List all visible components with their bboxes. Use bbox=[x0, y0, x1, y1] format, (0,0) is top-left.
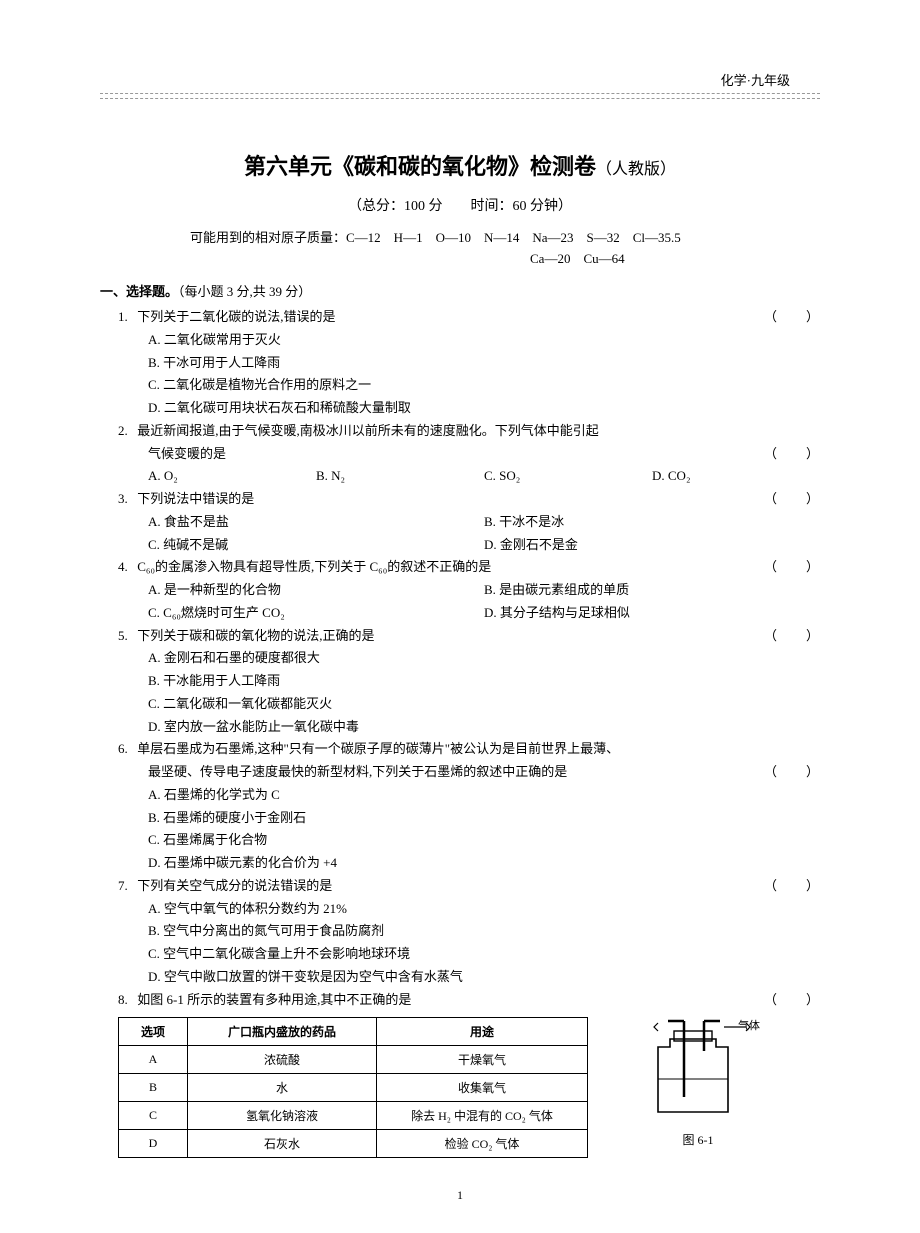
q4-stem: C₆₀的金属渗入物具有超导性质,下列关于 C₆₀的叙述不正确的是 bbox=[137, 559, 491, 574]
q5-number: 5. bbox=[118, 625, 134, 648]
section-sub: （每小题 3 分,共 39 分） bbox=[178, 284, 311, 299]
q2-opt-d: D. CO₂ bbox=[652, 465, 820, 488]
q4-opt-b: B. 是由碳元素组成的单质 bbox=[484, 579, 820, 602]
atoms-line2: Ca—20 Cu—64 bbox=[530, 248, 820, 267]
title-edition: （人教版） bbox=[596, 161, 676, 178]
cell: 浓硫酸 bbox=[188, 1046, 377, 1074]
q7-stem: 下列有关空气成分的说法错误的是 bbox=[137, 878, 332, 893]
answer-blank[interactable]: （ ） bbox=[764, 625, 820, 648]
answer-blank[interactable]: （ ） bbox=[764, 488, 820, 511]
page-number: 1 bbox=[100, 1188, 820, 1203]
svg-text:气体: 气体 bbox=[738, 1018, 760, 1032]
q5-opt-a: A. 金刚石和石墨的硬度都很大 bbox=[148, 647, 820, 670]
question-7: 7. 下列有关空气成分的说法错误的是 （ ） A. 空气中氧气的体积分数约为 2… bbox=[118, 875, 820, 989]
q3-number: 3. bbox=[118, 488, 134, 511]
q7-opt-a: A. 空气中氧气的体积分数约为 21% bbox=[148, 898, 820, 921]
q6-opt-d: D. 石墨烯中碳元素的化合价为 +4 bbox=[148, 852, 820, 875]
q7-opt-b: B. 空气中分离出的氮气可用于食品防腐剂 bbox=[148, 920, 820, 943]
q6-stem-a: 单层石墨成为石墨烯,这种"只有一个碳原子厚的碳薄片"被公认为是目前世界上最薄、 bbox=[137, 741, 619, 756]
q1-opt-d: D. 二氧化碳可用块状石灰石和稀硫酸大量制取 bbox=[148, 397, 820, 420]
th-use: 用途 bbox=[377, 1018, 588, 1046]
q6-stem-b: 最坚硬、传导电子速度最快的新型材料,下列关于石墨烯的叙述中正确的是 bbox=[148, 764, 567, 779]
figure-6-1-icon: 气体 bbox=[628, 1017, 768, 1127]
q5-opt-b: B. 干冰能用于人工降雨 bbox=[148, 670, 820, 693]
q5-opt-d: D. 室内放一盆水能防止一氧化碳中毒 bbox=[148, 716, 820, 739]
q1-stem: 下列关于二氧化碳的说法,错误的是 bbox=[137, 309, 335, 324]
q3-opt-c: C. 纯碱不是碱 bbox=[148, 534, 484, 557]
q2-number: 2. bbox=[118, 420, 134, 443]
cell: D bbox=[119, 1130, 188, 1158]
figure-caption: 图 6-1 bbox=[628, 1131, 768, 1148]
atoms-label: 可能用到的相对原子质量： bbox=[190, 230, 346, 245]
table-header-row: 选项 广口瓶内盛放的药品 用途 bbox=[119, 1018, 588, 1046]
question-5: 5. 下列关于碳和碳的氧化物的说法,正确的是 （ ） A. 金刚石和石墨的硬度都… bbox=[118, 625, 820, 739]
th-option: 选项 bbox=[119, 1018, 188, 1046]
q1-number: 1. bbox=[118, 306, 134, 329]
cell: 除去 H₂ 中混有的 CO₂ 气体 bbox=[377, 1102, 588, 1130]
question-6: 6. 单层石墨成为石墨烯,这种"只有一个碳原子厚的碳薄片"被公认为是目前世界上最… bbox=[118, 738, 820, 875]
q7-number: 7. bbox=[118, 875, 134, 898]
q2-stem-a: 最近新闻报道,由于气候变暖,南极冰川以前所未有的速度融化。下列气体中能引起 bbox=[137, 423, 599, 438]
question-1: 1. 下列关于二氧化碳的说法,错误的是 （ ） A. 二氧化碳常用于灭火 B. … bbox=[118, 306, 820, 420]
q3-opt-b: B. 干冰不是冰 bbox=[484, 511, 820, 534]
section-heading: 一、选择题。 bbox=[100, 284, 178, 299]
q1-opt-c: C. 二氧化碳是植物光合作用的原料之一 bbox=[148, 374, 820, 397]
q3-stem: 下列说法中错误的是 bbox=[137, 491, 254, 506]
table-row: A 浓硫酸 干燥氧气 bbox=[119, 1046, 588, 1074]
cell: 检验 CO₂ 气体 bbox=[377, 1130, 588, 1158]
q3-opt-d: D. 金刚石不是金 bbox=[484, 534, 820, 557]
question-2: 2. 最近新闻报道,由于气候变暖,南极冰川以前所未有的速度融化。下列气体中能引起… bbox=[118, 420, 820, 488]
answer-blank[interactable]: （ ） bbox=[764, 443, 820, 466]
cell: A bbox=[119, 1046, 188, 1074]
q2-opt-b: B. N₂ bbox=[316, 465, 484, 488]
q1-opt-a: A. 二氧化碳常用于灭火 bbox=[148, 329, 820, 352]
q6-number: 6. bbox=[118, 738, 134, 761]
page-title: 第六单元《碳和碳的氧化物》检测卷 bbox=[244, 154, 596, 179]
q8-stem: 如图 6-1 所示的装置有多种用途,其中不正确的是 bbox=[137, 992, 411, 1007]
cell: 干燥氧气 bbox=[377, 1046, 588, 1074]
q4-number: 4. bbox=[118, 556, 134, 579]
q7-opt-d: D. 空气中敞口放置的饼干变软是因为空气中含有水蒸气 bbox=[148, 966, 820, 989]
answer-blank[interactable]: （ ） bbox=[764, 761, 820, 784]
q6-opt-b: B. 石墨烯的硬度小于金刚石 bbox=[148, 807, 820, 830]
question-4: 4. C₆₀的金属渗入物具有超导性质,下列关于 C₆₀的叙述不正确的是 （ ） … bbox=[118, 556, 820, 624]
th-reagent: 广口瓶内盛放的药品 bbox=[188, 1018, 377, 1046]
q5-stem: 下列关于碳和碳的氧化物的说法,正确的是 bbox=[137, 628, 374, 643]
question-3: 3. 下列说法中错误的是 （ ） A. 食盐不是盐 B. 干冰不是冰 C. 纯碱… bbox=[118, 488, 820, 556]
atoms-line1: C—12 H—1 O—10 N—14 Na—23 S—32 Cl—35.5 bbox=[346, 230, 681, 245]
cell: 氢氧化钠溶液 bbox=[188, 1102, 377, 1130]
answer-blank[interactable]: （ ） bbox=[764, 989, 820, 1012]
header-subject-grade: 化学·九年级 bbox=[100, 70, 820, 94]
q2-opt-c: C. SO₂ bbox=[484, 465, 652, 488]
cell: C bbox=[119, 1102, 188, 1130]
q4-opt-d: D. 其分子结构与足球相似 bbox=[484, 602, 820, 625]
score-time: （总分：100 分 时间：60 分钟） bbox=[100, 195, 820, 215]
question-8: 8. 如图 6-1 所示的装置有多种用途,其中不正确的是 （ ） bbox=[118, 989, 820, 1012]
q5-opt-c: C. 二氧化碳和一氧化碳都能灭火 bbox=[148, 693, 820, 716]
table-row: D 石灰水 检验 CO₂ 气体 bbox=[119, 1130, 588, 1158]
answer-blank[interactable]: （ ） bbox=[764, 306, 820, 329]
q6-opt-a: A. 石墨烯的化学式为 C bbox=[148, 784, 820, 807]
cell: 石灰水 bbox=[188, 1130, 377, 1158]
q7-opt-c: C. 空气中二氧化碳含量上升不会影响地球环境 bbox=[148, 943, 820, 966]
header-divider bbox=[100, 98, 820, 99]
q1-opt-b: B. 干冰可用于人工降雨 bbox=[148, 352, 820, 375]
q2-opt-a: A. O₂ bbox=[148, 465, 316, 488]
q4-opt-a: A. 是一种新型的化合物 bbox=[148, 579, 484, 602]
answer-blank[interactable]: （ ） bbox=[764, 556, 820, 579]
q6-opt-c: C. 石墨烯属于化合物 bbox=[148, 829, 820, 852]
q8-number: 8. bbox=[118, 989, 134, 1012]
q3-opt-a: A. 食盐不是盐 bbox=[148, 511, 484, 534]
q2-stem-b: 气候变暖的是 bbox=[148, 446, 226, 461]
answer-blank[interactable]: （ ） bbox=[764, 875, 820, 898]
q4-opt-c: C. C₆₀燃烧时可生产 CO₂ bbox=[148, 602, 484, 625]
table-row: C 氢氧化钠溶液 除去 H₂ 中混有的 CO₂ 气体 bbox=[119, 1102, 588, 1130]
